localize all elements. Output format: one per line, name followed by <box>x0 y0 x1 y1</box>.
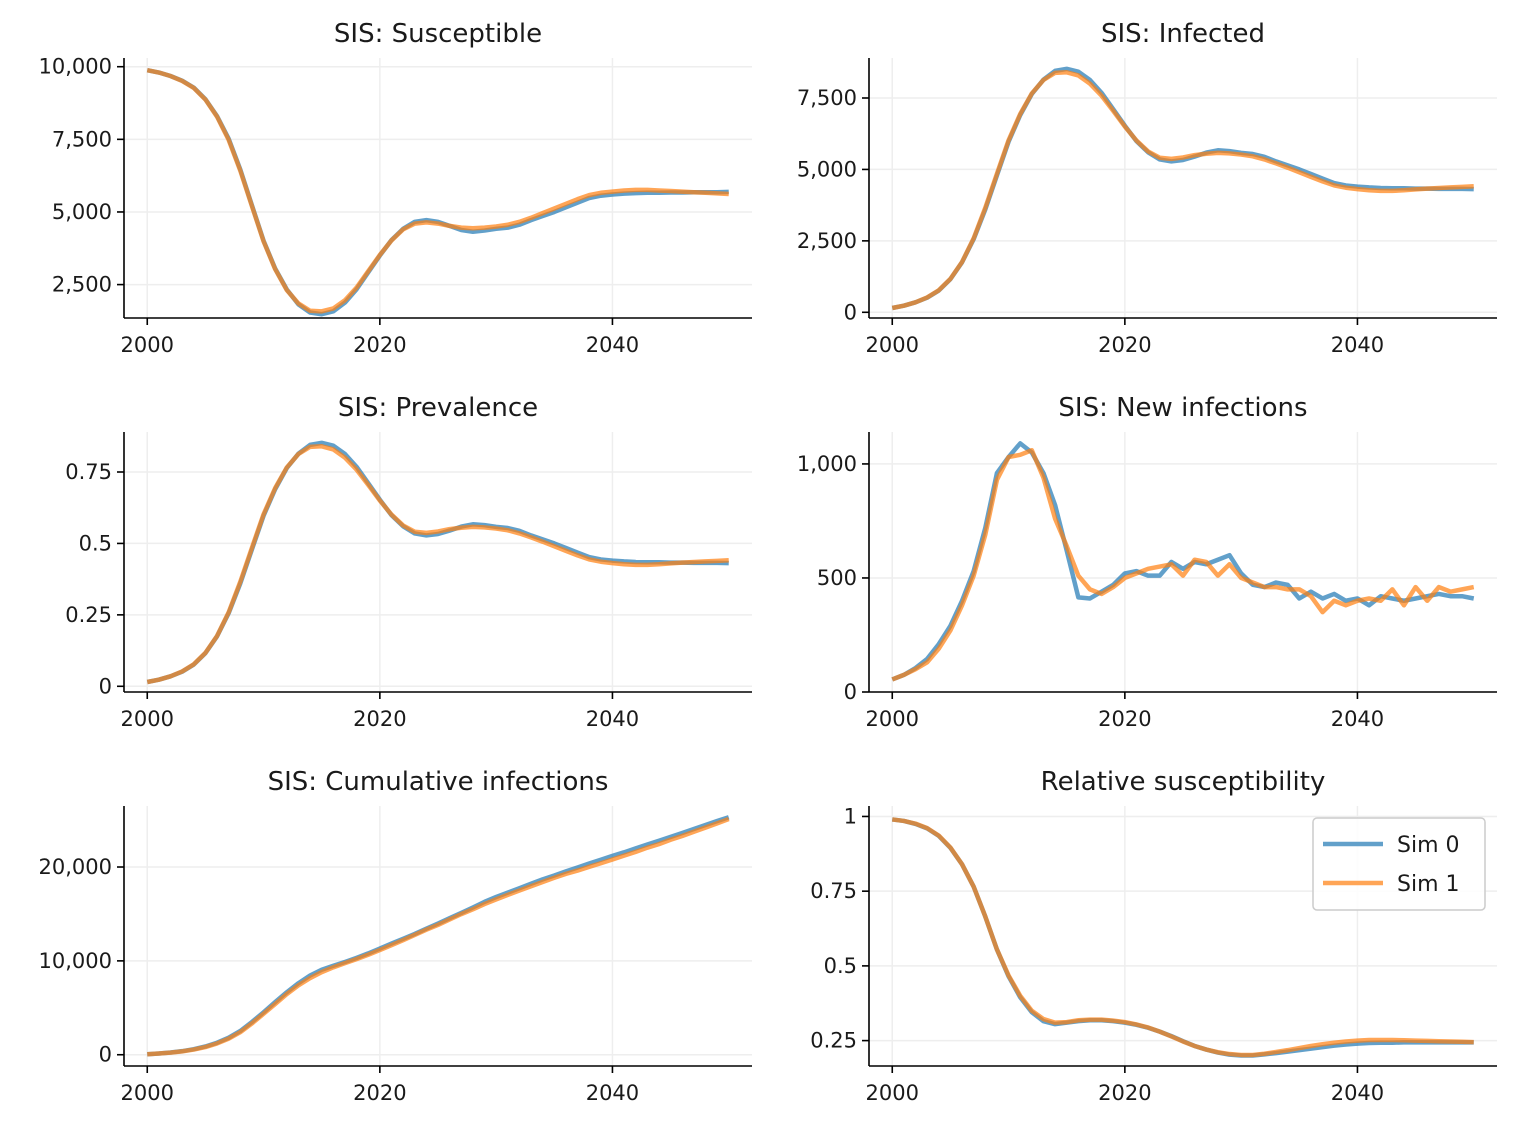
y-tick-label: 0 <box>844 680 857 704</box>
series-line-sim-1 <box>891 817 1474 1058</box>
x-tick-label: 2020 <box>353 333 406 357</box>
y-tick-label: 7,500 <box>797 86 857 110</box>
y-tick-label: 0.5 <box>79 531 112 555</box>
y-tick-label: 0 <box>99 1043 112 1067</box>
x-tick-label: 2040 <box>586 707 639 731</box>
panel-title: SIS: New infections <box>1058 393 1307 423</box>
series-line-sim-0 <box>891 66 1474 311</box>
y-tick-label: 0.25 <box>810 1029 857 1053</box>
y-tick-label: 0 <box>99 674 112 698</box>
series-line-sim-1 <box>147 816 730 1057</box>
x-tick-label: 2020 <box>1098 1081 1151 1105</box>
series-line-sim-1 <box>891 448 1475 682</box>
y-tick-label: 500 <box>817 566 857 590</box>
x-tick-label: 2020 <box>1098 333 1151 357</box>
panel-0: 2,500 5,000 7,500 10,000 2000 2020 2040 SIS: Su… <box>39 19 752 357</box>
y-tick-label: 7,500 <box>52 127 112 151</box>
x-tick-label: 2000 <box>866 1081 919 1105</box>
panel-title: Relative susceptibility <box>1041 767 1326 797</box>
legend-label: Sim 0 <box>1397 833 1460 858</box>
x-tick-label: 2000 <box>866 333 919 357</box>
x-tick-label: 2040 <box>1331 333 1384 357</box>
y-tick-label: 10,000 <box>39 949 112 973</box>
series-line-sim-1 <box>146 67 729 314</box>
x-tick-label: 2000 <box>121 333 174 357</box>
y-tick-label: 0.25 <box>65 603 112 627</box>
series-line-sim-1 <box>146 444 729 685</box>
panel-title: SIS: Cumulative infections <box>268 767 609 797</box>
panel-title: SIS: Prevalence <box>338 393 538 423</box>
panel-4: 0 10,000 20,000 2000 2020 2040 SIS: Cumulative… <box>39 767 752 1105</box>
y-tick-label: 0 <box>844 300 857 324</box>
panel-1: 0 2,500 5,000 7,500 2000 2020 2040 SIS: Infecte… <box>797 19 1497 357</box>
series-line-sim-1 <box>891 70 1474 311</box>
panel-title: SIS: Susceptible <box>334 19 542 49</box>
legend-box <box>1312 817 1486 911</box>
x-tick-label: 2000 <box>121 1081 174 1105</box>
y-tick-label: 0.75 <box>65 460 112 484</box>
series-line-sim-0 <box>146 440 729 685</box>
panel-5: 0.25 0.5 0.75 1 2000 2020 2040 Relative suscept… <box>810 767 1497 1105</box>
y-tick-label: 0.75 <box>810 879 857 903</box>
x-tick-label: 2000 <box>121 707 174 731</box>
y-tick-label: 1,000 <box>797 452 857 476</box>
y-tick-label: 2,500 <box>52 273 112 297</box>
y-tick-label: 1 <box>844 804 857 828</box>
series-line-sim-0 <box>146 67 729 317</box>
x-tick-label: 2020 <box>1098 707 1151 731</box>
x-tick-label: 2040 <box>1331 1081 1384 1105</box>
panel-2: 0 0.25 0.5 0.75 2000 2020 2040 SIS: Prevalence <box>65 393 752 731</box>
y-tick-label: 10,000 <box>39 55 112 79</box>
y-tick-label: 0.5 <box>824 954 857 978</box>
legend-label: Sim 1 <box>1397 872 1460 897</box>
x-tick-label: 2040 <box>1331 707 1384 731</box>
series-line-sim-0 <box>147 815 730 1057</box>
legend: Sim 0 Sim 1 <box>1312 817 1486 911</box>
y-tick-label: 5,000 <box>797 157 857 181</box>
y-tick-label: 2,500 <box>797 229 857 253</box>
y-tick-label: 20,000 <box>39 855 112 879</box>
x-tick-label: 2000 <box>866 707 919 731</box>
panel-3: 0 500 1,000 2000 2020 2040 SIS: New infections <box>797 393 1497 731</box>
x-tick-label: 2020 <box>353 707 406 731</box>
x-tick-label: 2040 <box>586 333 639 357</box>
y-tick-label: 5,000 <box>52 200 112 224</box>
panel-title: SIS: Infected <box>1101 19 1265 49</box>
x-tick-label: 2020 <box>353 1081 406 1105</box>
x-tick-label: 2040 <box>586 1081 639 1105</box>
